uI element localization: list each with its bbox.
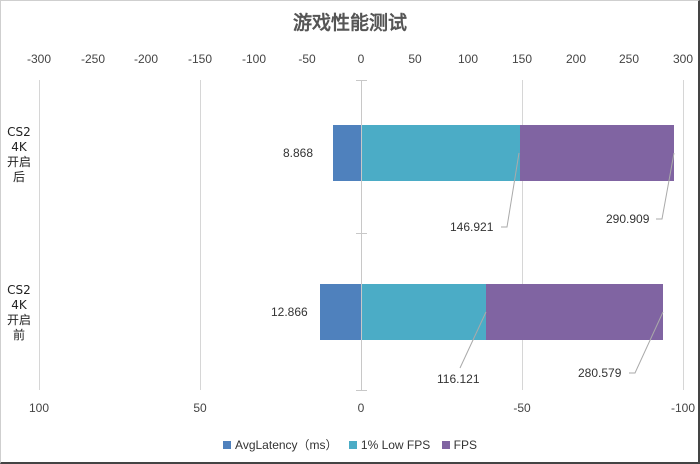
top-tick: -300 — [26, 52, 52, 66]
legend-label: FPS — [453, 438, 477, 452]
bottom-tick: -100 — [670, 401, 696, 415]
legend-swatch-icon — [441, 441, 450, 449]
bar-after-latency[interactable] — [333, 125, 361, 181]
bottom-tick: 50 — [193, 401, 207, 415]
cat-line: 开启 — [6, 313, 31, 327]
gridline — [522, 80, 523, 390]
label-before-low-fps: 116.121 — [437, 372, 480, 386]
legend-swatch-icon — [223, 441, 232, 449]
cat-line: CS2 — [7, 283, 31, 297]
bar-before-fps[interactable] — [486, 284, 663, 340]
gridline — [200, 80, 201, 390]
legend-label: AvgLatency（ms） — [235, 438, 338, 452]
top-tick: 300 — [672, 52, 694, 66]
legend: AvgLatency（ms） 1% Low FPS FPS — [0, 436, 700, 453]
bottom-tick: 0 — [357, 401, 365, 415]
label-after-latency: 8.868 — [283, 146, 314, 160]
bar-before-latency[interactable] — [320, 284, 361, 340]
legend-item-low-fps[interactable]: 1% Low FPS — [348, 438, 431, 452]
cat-line: 4K — [11, 140, 27, 154]
bar-after-fps[interactable] — [520, 125, 674, 181]
cat-line: 开启 — [6, 155, 31, 169]
chart-title: 游戏性能测试 — [292, 12, 407, 34]
cat-line: CS2 — [7, 125, 31, 139]
label-before-fps: 280.579 — [578, 366, 622, 380]
category-label-before: CS2 4K 开启 前 — [2, 283, 36, 343]
axis-tickmark — [356, 80, 367, 81]
category-label-after: CS2 4K 开启 后 — [2, 125, 36, 185]
label-before-latency: 12.866 — [271, 305, 308, 319]
top-tick: 250 — [618, 52, 640, 66]
bar-after-low-fps[interactable] — [362, 125, 520, 181]
legend-item-fps[interactable]: FPS — [441, 438, 477, 452]
top-tick: -250 — [80, 52, 106, 66]
legend-item-latency[interactable]: AvgLatency（ms） — [223, 436, 338, 453]
bottom-tick: 100 — [28, 401, 50, 415]
top-tick: 200 — [565, 52, 587, 66]
top-tick: -50 — [298, 52, 316, 66]
axis-tickmark — [356, 233, 367, 234]
top-tick: 0 — [357, 52, 365, 66]
gridline — [683, 80, 684, 390]
zero-axis — [361, 80, 362, 390]
gridline — [39, 80, 40, 390]
legend-swatch-icon — [348, 441, 357, 449]
cat-line: 前 — [12, 328, 25, 342]
cat-line: 4K — [11, 298, 27, 312]
top-tick: -100 — [241, 52, 267, 66]
legend-label: 1% Low FPS — [360, 438, 431, 452]
label-after-low-fps: 146.921 — [450, 220, 494, 234]
bar-before-low-fps[interactable] — [362, 284, 486, 340]
label-after-fps: 290.909 — [606, 212, 650, 226]
top-tick: -200 — [133, 52, 159, 66]
top-tick: 50 — [408, 52, 422, 66]
top-tick: 150 — [511, 52, 533, 66]
bottom-tick: -50 — [513, 401, 531, 415]
axis-tickmark — [356, 390, 367, 391]
cat-line: 后 — [12, 170, 25, 184]
top-tick: 100 — [457, 52, 479, 66]
top-tick: -150 — [187, 52, 213, 66]
